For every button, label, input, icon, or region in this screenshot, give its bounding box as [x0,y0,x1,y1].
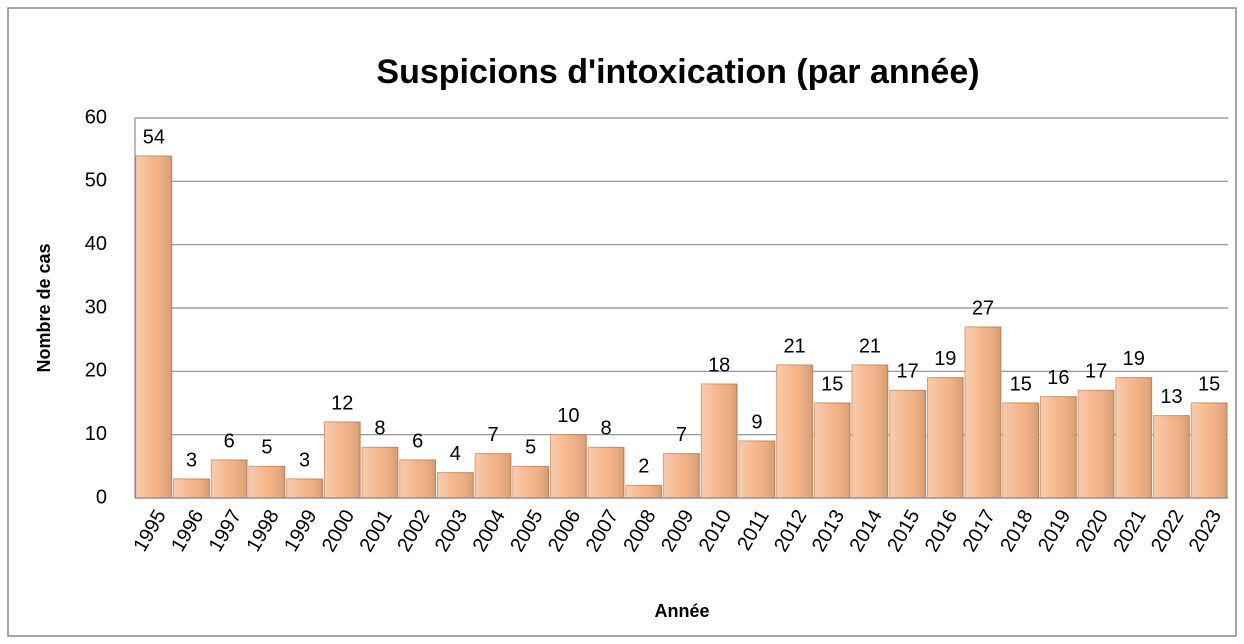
data-label: 17 [897,361,919,383]
bar [286,478,323,499]
data-label: 5 [525,437,536,459]
data-label: 18 [708,354,730,376]
bar [173,478,210,499]
data-label: 12 [331,392,353,414]
bar [663,453,700,499]
bar [587,446,625,499]
bar [738,440,776,499]
y-tick-label: 30 [85,296,107,318]
data-label: 8 [374,418,385,440]
bar [210,459,248,499]
bar [625,484,663,499]
data-label: 10 [557,405,579,427]
data-label: 54 [143,126,165,148]
bar [964,326,1002,499]
data-label: 4 [450,443,461,465]
data-label: 13 [1160,386,1182,408]
data-label: 27 [972,297,994,319]
bar [813,402,851,499]
data-label: 19 [934,348,956,370]
y-axis-label: Nombre de cas [34,243,54,372]
bar [361,446,399,499]
bar [851,364,889,499]
data-label: 2 [638,456,649,478]
data-label: 15 [1198,373,1220,395]
y-tick-label: 60 [85,106,107,128]
bar [1077,389,1115,499]
data-label: 7 [487,424,498,446]
bar [1040,396,1077,499]
data-label: 5 [261,437,272,459]
bar [889,389,926,499]
data-label: 17 [1085,361,1107,383]
data-label: 19 [1123,348,1145,370]
data-label: 8 [601,418,612,440]
data-label: 16 [1047,367,1069,389]
y-tick-label: 50 [85,170,107,192]
data-label: 3 [186,449,197,471]
y-tick-label: 0 [96,486,107,508]
bar [474,453,512,499]
bar [1153,415,1190,499]
x-axis-label: Année [654,601,709,621]
chart-title: Suspicions d'intoxication (par année) [376,53,979,91]
data-label: 7 [676,424,687,446]
bar [1190,402,1228,499]
bar [135,155,173,499]
data-label: 6 [224,430,235,452]
data-label: 15 [1010,373,1032,395]
data-label: 3 [299,449,310,471]
bar [1002,402,1040,499]
bar [776,364,813,499]
bar [248,465,286,499]
bar [1115,377,1153,499]
data-label: 9 [751,411,762,433]
data-label: 21 [783,335,805,357]
bar [437,472,474,499]
data-label: 6 [412,430,423,452]
bar [550,434,587,499]
bar [323,421,361,499]
chart-border [7,7,1237,637]
y-tick-label: 20 [85,360,107,382]
y-tick-label: 40 [85,233,107,255]
data-label: 15 [821,373,843,395]
bar [700,383,738,499]
y-tick-label: 10 [85,423,107,445]
bar [512,465,550,499]
data-label: 21 [859,335,881,357]
bar [399,459,437,499]
bar [926,377,964,499]
